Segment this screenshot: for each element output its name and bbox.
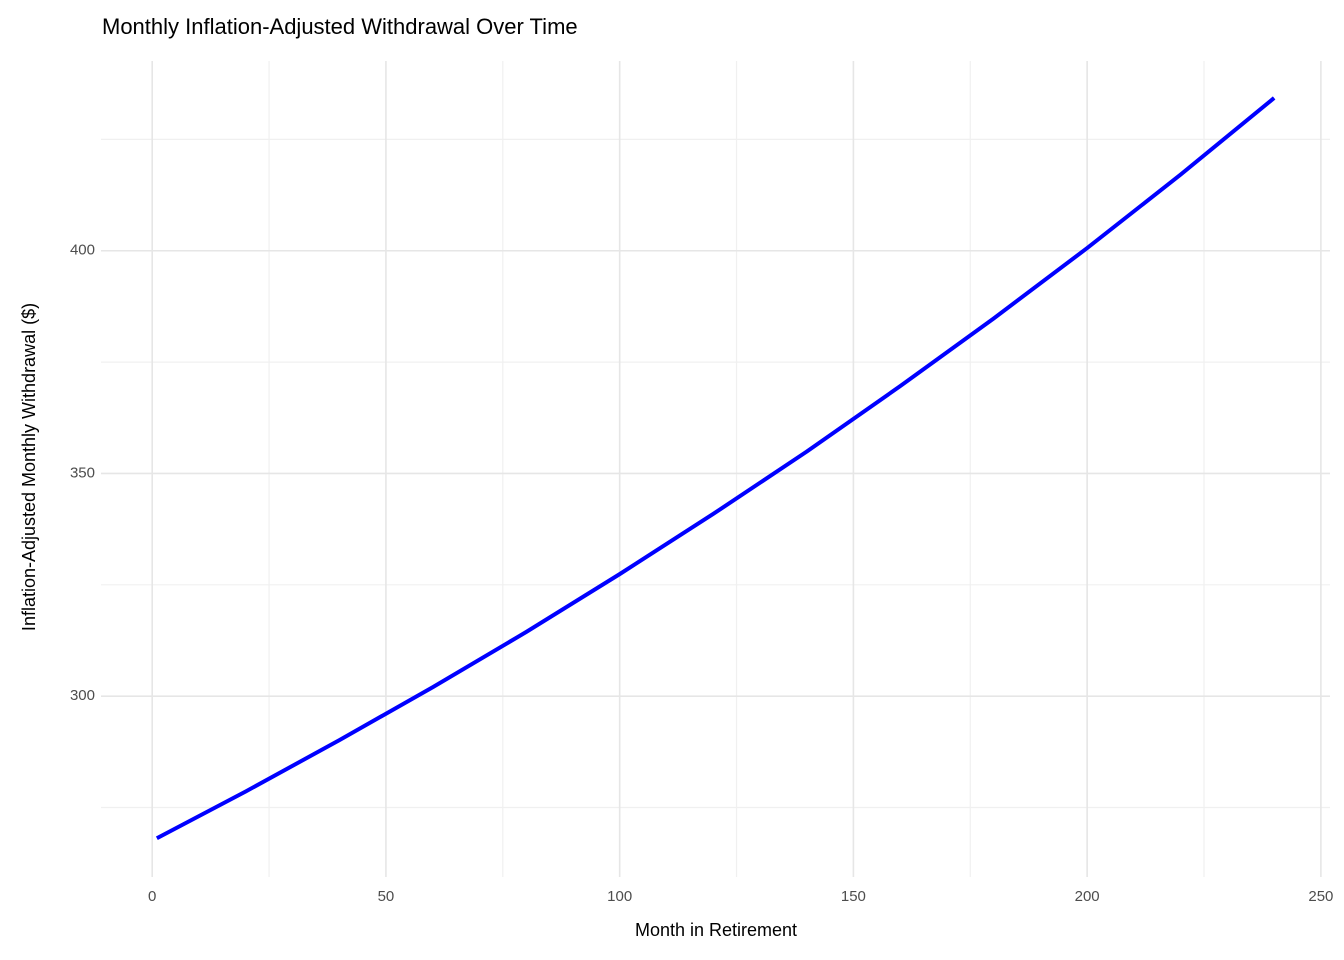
x-tick-label: 200 (1075, 888, 1100, 905)
x-tick-label: 50 (378, 888, 395, 905)
y-tick-label: 400 (70, 242, 95, 259)
line (155, 96, 1276, 841)
grid (101, 61, 1330, 877)
chart-title: Monthly Inflation-Adjusted Withdrawal Ov… (102, 14, 578, 39)
y-axis-label: Inflation-Adjusted Monthly Withdrawal ($… (19, 303, 39, 631)
x-tick-label: 150 (841, 888, 866, 905)
x-axis-label: Month in Retirement (635, 920, 797, 940)
x-tick-label: 250 (1308, 888, 1333, 905)
y-tick-label: 350 (70, 464, 95, 481)
y-tick-label: 300 (70, 687, 95, 704)
x-tick-label: 0 (148, 888, 156, 905)
x-tick-label: 100 (607, 888, 632, 905)
